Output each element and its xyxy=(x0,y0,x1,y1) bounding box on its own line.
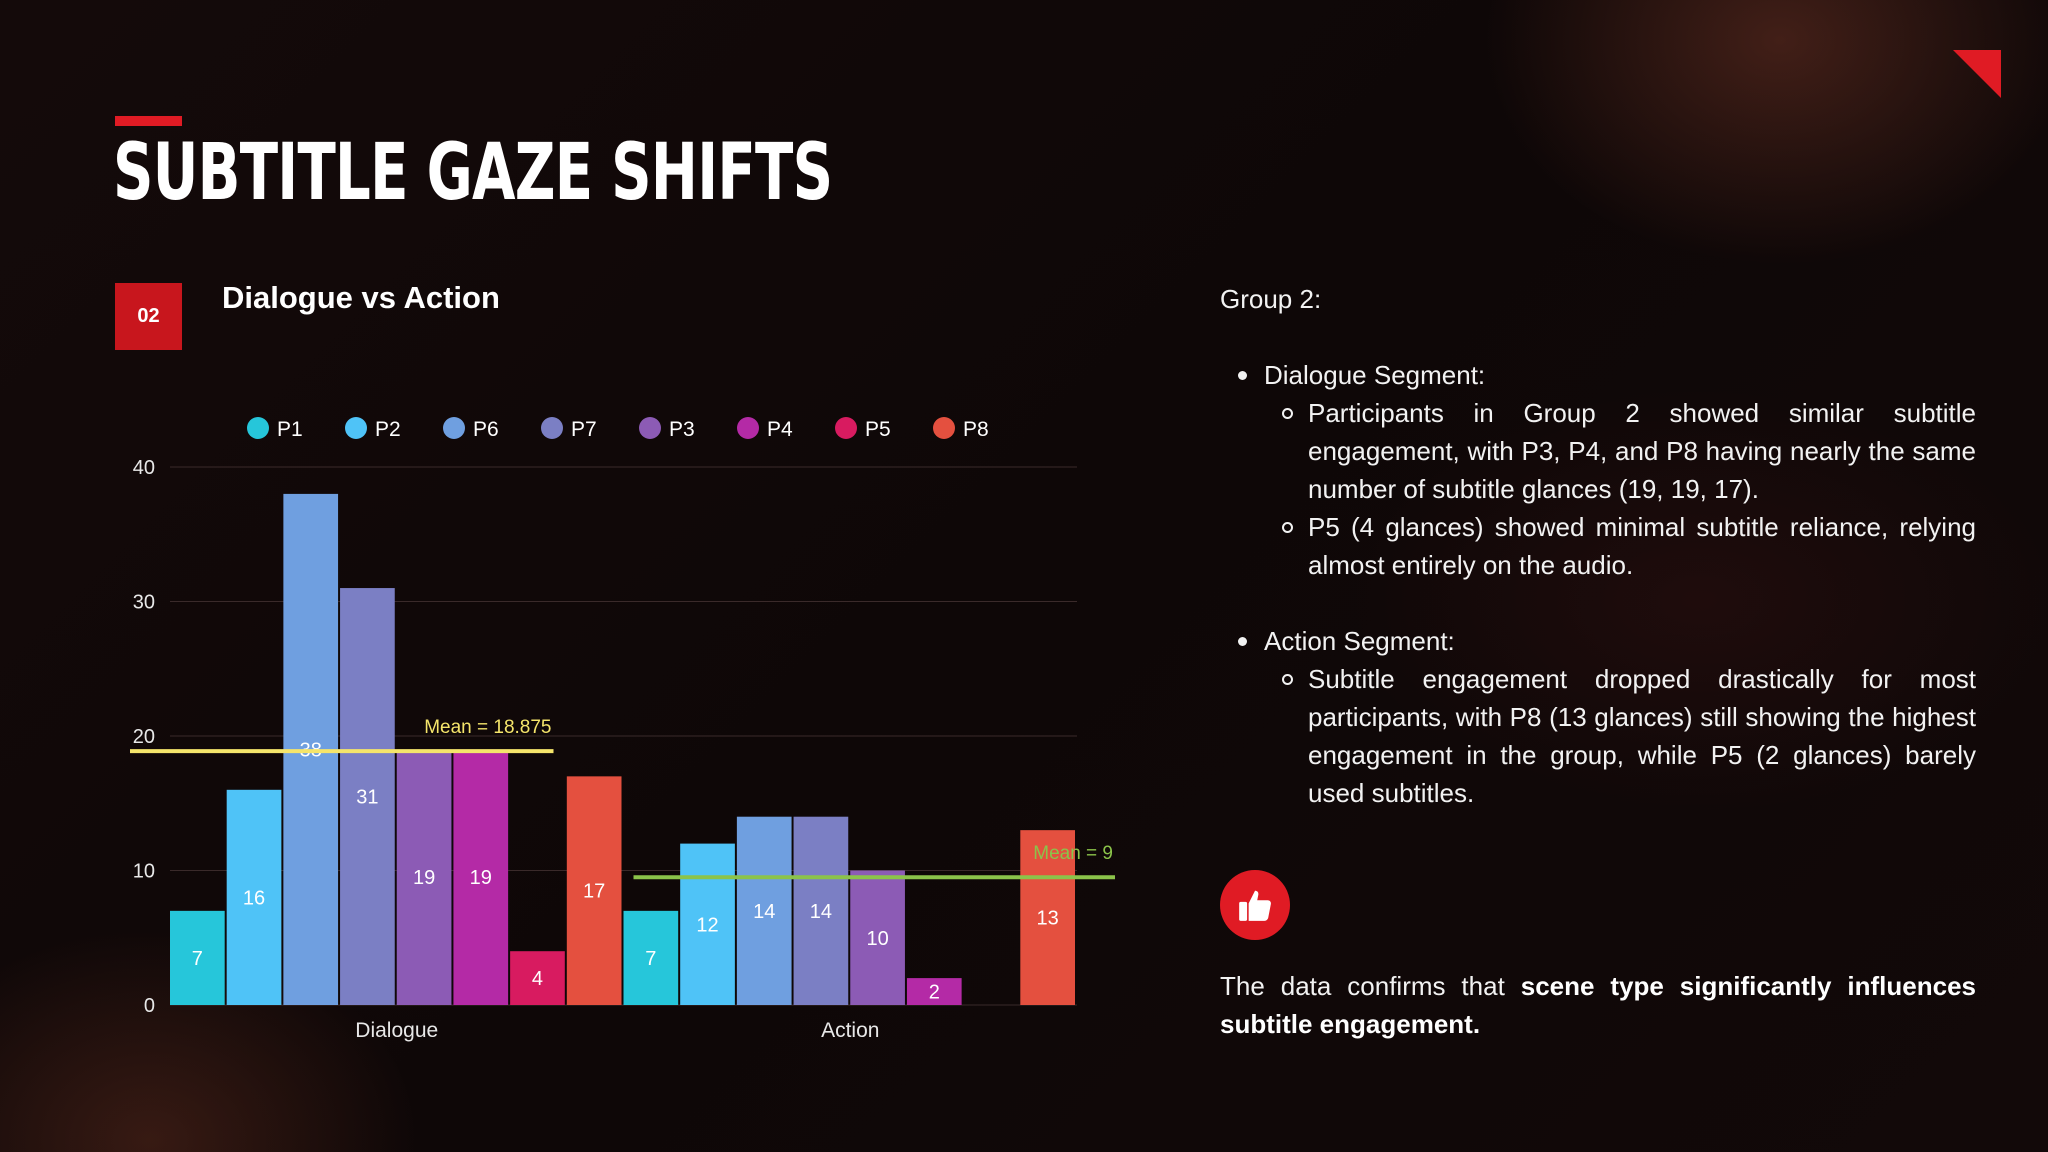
x-tick-label: Dialogue xyxy=(355,1019,438,1042)
data-label: 14 xyxy=(753,901,775,923)
bar-p5 xyxy=(510,951,565,1005)
mean-label: Mean = 18.875 xyxy=(424,717,551,738)
legend-label: P8 xyxy=(963,418,989,441)
title-accent-bar xyxy=(115,116,182,126)
data-label: 13 xyxy=(1037,908,1059,930)
bar-p6 xyxy=(736,816,792,1005)
legend-marker xyxy=(737,417,759,439)
thumbs-up-icon xyxy=(1220,870,1290,940)
conclusion-prefix: The data confirms that xyxy=(1220,971,1521,1001)
data-label: 19 xyxy=(470,867,492,889)
data-label: 12 xyxy=(696,914,718,936)
y-tick-label: 0 xyxy=(144,995,155,1017)
legend-marker xyxy=(443,417,465,439)
bar-p3 xyxy=(396,749,452,1005)
dialogue-point: P5 (4 glances) showed minimal subtitle r… xyxy=(1220,508,1976,584)
data-label: 14 xyxy=(810,901,832,923)
data-label: 10 xyxy=(866,928,888,950)
bar-p1 xyxy=(623,910,679,1005)
legend-label: P5 xyxy=(865,418,891,441)
bar-p3 xyxy=(850,870,905,1005)
section-title: Dialogue vs Action xyxy=(222,280,500,315)
conclusion-bold: scene type significantly influences subt… xyxy=(1220,971,1976,1039)
bar-p4 xyxy=(906,978,962,1005)
bar-p2 xyxy=(680,843,735,1005)
conclusion-text: The data confirms that scene type signif… xyxy=(1220,967,1976,1043)
data-label: 2 xyxy=(929,982,940,1004)
y-tick-label: 40 xyxy=(133,457,155,479)
legend-label: P6 xyxy=(473,418,499,441)
bar-p4 xyxy=(453,749,509,1005)
bar-p2 xyxy=(226,789,282,1005)
legend-label: P7 xyxy=(571,418,597,441)
legend-marker xyxy=(639,417,661,439)
action-list: Action Segment: Subtitle engagement drop… xyxy=(1220,622,1976,812)
dialogue-title: Dialogue Segment: xyxy=(1220,356,1976,394)
page-title: Subtitle Gaze Shifts xyxy=(113,128,833,218)
legend-label: P1 xyxy=(277,418,303,441)
data-label: 7 xyxy=(645,948,656,970)
legend-label: P3 xyxy=(669,418,695,441)
legend-label: P2 xyxy=(375,418,401,441)
legend-marker xyxy=(933,417,955,439)
bar-p7 xyxy=(793,816,849,1005)
mean-label: Mean = 9 xyxy=(1033,843,1113,864)
right-panel: Group 2: Dialogue Segment: Participants … xyxy=(1220,280,1976,812)
y-tick-label: 10 xyxy=(133,861,155,883)
action-point: Subtitle engagement dropped drastically … xyxy=(1220,660,1976,812)
group-heading: Group 2: xyxy=(1220,284,1322,314)
x-tick-label: Action xyxy=(821,1019,879,1042)
legend-marker xyxy=(835,417,857,439)
legend-marker xyxy=(247,417,269,439)
legend-label: P4 xyxy=(767,418,793,441)
legend-marker xyxy=(541,417,563,439)
bar-p8 xyxy=(566,776,622,1005)
action-title: Action Segment: xyxy=(1220,622,1976,660)
bar-p1 xyxy=(170,910,225,1005)
bar-p8 xyxy=(1020,830,1075,1005)
data-label: 31 xyxy=(356,787,378,809)
data-label: 19 xyxy=(413,867,435,889)
dialogue-point: Participants in Group 2 showed similar s… xyxy=(1220,394,1976,508)
section-number-badge: 02 xyxy=(115,283,182,350)
legend-marker xyxy=(345,417,367,439)
data-label: 17 xyxy=(583,881,605,903)
data-label: 4 xyxy=(532,968,543,990)
dialogue-list: Dialogue Segment: Participants in Group … xyxy=(1220,356,1976,584)
y-tick-label: 20 xyxy=(133,726,155,748)
y-tick-label: 30 xyxy=(133,592,155,614)
data-label: 16 xyxy=(243,887,265,909)
bar-p7 xyxy=(340,588,395,1005)
data-label: 7 xyxy=(192,948,203,970)
